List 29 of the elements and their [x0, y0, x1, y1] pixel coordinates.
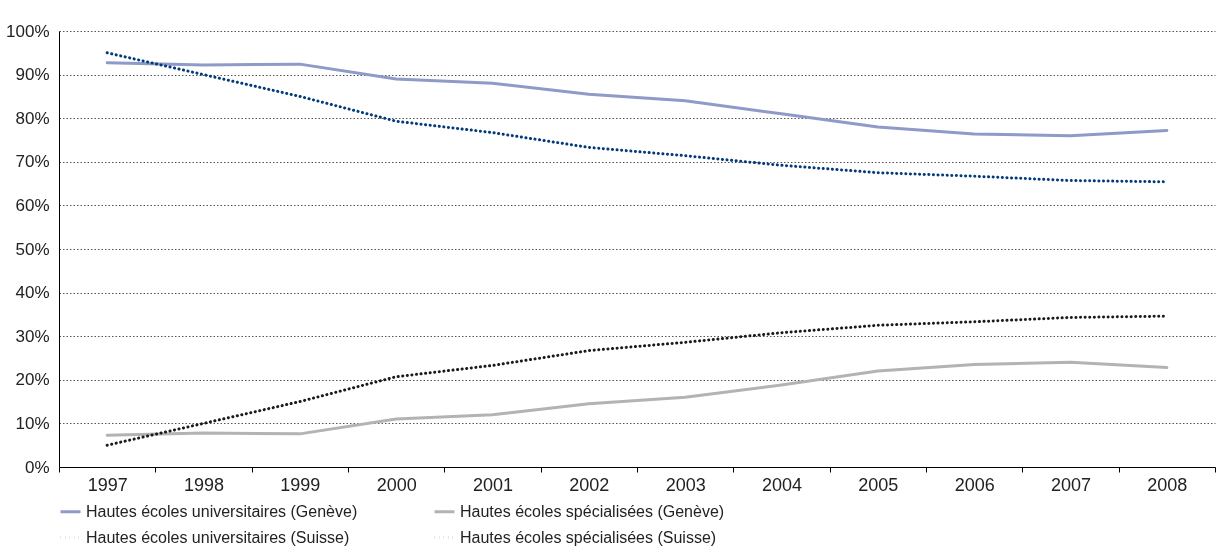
- y-tick-label: 20%: [15, 370, 50, 390]
- y-tick-label: 0%: [24, 457, 50, 477]
- x-tick-label: 1998: [183, 474, 225, 495]
- y-tick-label: 90%: [15, 65, 50, 85]
- x-tick-label: 2007: [1050, 474, 1092, 495]
- y-tick-label: 40%: [15, 283, 50, 303]
- x-tick-label: 2000: [376, 474, 417, 495]
- y-tick-label: 80%: [15, 108, 50, 128]
- y-tick-label: 60%: [15, 195, 50, 215]
- y-tick-label: 10%: [15, 413, 50, 433]
- x-tick-label: 2006: [954, 474, 995, 495]
- y-tick-label: 30%: [15, 326, 50, 346]
- x-tick-label: 2001: [472, 474, 514, 495]
- line-series: [105, 61, 1169, 138]
- y-tick-label: 100%: [6, 21, 50, 41]
- x-tick-label: 2005: [858, 474, 899, 495]
- x-tick-label: 2004: [761, 474, 803, 495]
- line-series: [105, 360, 1169, 437]
- legend-label: Hautes écoles universitaires (Suisse): [86, 528, 350, 546]
- x-tick-label: 1997: [87, 474, 128, 495]
- x-tick-label: 1999: [280, 474, 321, 495]
- legend-label: Hautes écoles spécialisées (Suisse): [460, 528, 717, 546]
- y-tick-label: 50%: [15, 239, 50, 259]
- x-tick-label: 2008: [1147, 474, 1188, 495]
- y-tick-label: 70%: [15, 152, 50, 172]
- legend-label: Hautes écoles spécialisées (Genève): [460, 502, 725, 520]
- x-tick-label: 2003: [665, 474, 706, 495]
- x-tick-label: 2002: [569, 474, 610, 495]
- legend-label: Hautes écoles universitaires (Genève): [86, 502, 358, 520]
